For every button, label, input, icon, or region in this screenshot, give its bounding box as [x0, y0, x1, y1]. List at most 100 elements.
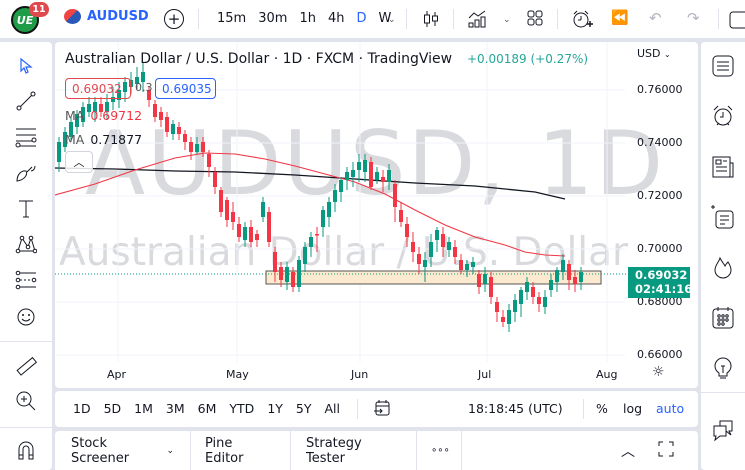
y-axis-label: 0.70000 — [637, 242, 683, 255]
y-axis-label: 0.68000 — [637, 295, 683, 308]
y-axis-label: 0.74000 — [637, 136, 683, 149]
range-bar: 1D 5D 1M 3M 6M YTD 1Y 5Y All 18:18:45 (U… — [55, 391, 698, 427]
data-window-icon[interactable] — [709, 203, 737, 231]
redo-icon[interactable]: ↷ — [687, 9, 700, 27]
replay-icon[interactable]: ⏪ — [611, 10, 629, 26]
emoji-icon[interactable] — [13, 304, 39, 330]
interval-1h[interactable]: 1h — [299, 11, 316, 26]
interval-d[interactable]: D — [356, 11, 367, 26]
divider — [0, 427, 52, 428]
range-1m[interactable]: 1M — [134, 401, 153, 416]
range-all[interactable]: All — [324, 401, 341, 416]
y-axis-label: 0.72000 — [637, 189, 683, 202]
right-sidebar — [701, 42, 745, 470]
interval-w[interactable]: W — [378, 11, 392, 26]
range-3m[interactable]: 3M — [165, 401, 185, 416]
ma-legend-slow[interactable]: MA 0.71877 — [65, 132, 142, 147]
price-change: +0.00189 (+0.27%) — [467, 52, 589, 66]
tab-label: Pine Editor — [205, 435, 244, 466]
interval-15m[interactable]: 15m — [217, 11, 247, 26]
range-1y[interactable]: 1Y — [267, 401, 283, 416]
y-axis-label: 0.66000 — [637, 348, 683, 361]
text-icon[interactable] — [13, 196, 39, 222]
range-ytd[interactable]: YTD — [229, 401, 255, 416]
chart-panel[interactable]: AUDUSD, 1D Australian Dollar / U.S. Doll… — [55, 42, 698, 388]
top-toolbar: UE 11 AUDUSD + 15m 30m 1h 4h D W ⌄ ⌄ ⏪ ↶… — [0, 0, 745, 38]
y-axis-label: 0.76000 — [637, 83, 683, 96]
alerts-icon[interactable] — [709, 102, 737, 130]
price-chart[interactable] — [55, 42, 698, 388]
tab-strategy-tester[interactable]: Strategy Tester — [291, 431, 417, 470]
tab-stock-screener[interactable]: Stock Screener ⌄ — [55, 431, 191, 470]
utc-clock[interactable]: 18:18:45 (UTC) — [468, 401, 563, 416]
chart-settings-icon[interactable]: ☼ — [652, 364, 665, 380]
watchlist-icon[interactable] — [709, 52, 737, 80]
go-to-date-icon[interactable] — [373, 399, 391, 421]
layouts-icon[interactable] — [526, 9, 544, 31]
more-tabs-button[interactable]: ∘∘∘ — [417, 431, 462, 470]
currency-selector[interactable]: USD ⌄ — [637, 47, 671, 60]
chevron-down-icon: ⌄ — [166, 445, 174, 456]
drawing-toolbar — [0, 42, 52, 470]
range-5d[interactable]: 5D — [103, 401, 122, 416]
sell-button[interactable]: 0.69032 — [65, 78, 131, 99]
undo-icon[interactable]: ↶ — [649, 9, 662, 27]
divider — [557, 9, 558, 29]
divider — [701, 392, 745, 393]
calendar-icon[interactable] — [709, 304, 737, 332]
flag-icon — [64, 9, 81, 24]
interval-dropdown-icon[interactable]: ⌄ — [388, 15, 396, 25]
brush-icon[interactable] — [13, 160, 39, 186]
last-price-label: 0.69032 02:41:16 — [628, 267, 693, 298]
range-1d[interactable]: 1D — [73, 401, 91, 416]
ma-value: 0.71877 — [90, 132, 143, 147]
percent-toggle[interactable]: % — [596, 401, 608, 416]
prediction-icon[interactable] — [13, 267, 39, 293]
symbol-search[interactable]: AUDUSD — [64, 9, 149, 24]
divider — [406, 9, 407, 29]
divider — [453, 9, 454, 29]
x-axis-label: Jun — [351, 368, 369, 381]
range-6m[interactable]: 6M — [197, 401, 217, 416]
tab-pine-editor[interactable]: Pine Editor — [191, 431, 291, 470]
chevron-up-icon: ︿ — [73, 156, 85, 169]
log-toggle[interactable]: log — [623, 401, 643, 416]
x-axis-label: Aug — [596, 368, 618, 381]
fib-retracement-icon[interactable] — [13, 124, 39, 150]
candle-style-icon[interactable] — [422, 9, 440, 33]
ma-value: 0.69712 — [90, 108, 143, 123]
watermark-name: Australian Dollar / U.S. Dollar — [59, 230, 629, 275]
interval-4h[interactable]: 4h — [327, 11, 345, 26]
collapse-legend-button[interactable]: ︿ — [65, 151, 93, 173]
bar-countdown: 02:41:16 — [635, 282, 693, 296]
last-price: 0.69032 — [635, 268, 688, 282]
interval-30m[interactable]: 30m — [258, 11, 288, 26]
zoom-in-icon[interactable] — [13, 388, 39, 414]
auto-toggle[interactable]: auto — [656, 401, 685, 416]
news-icon[interactable] — [709, 153, 737, 181]
maximize-icon[interactable] — [658, 441, 674, 461]
trend-line-icon[interactable] — [13, 88, 39, 114]
watermark-symbol: AUDUSD, 1D — [85, 112, 666, 215]
magnet-icon[interactable] — [13, 437, 39, 463]
ruler-icon[interactable] — [13, 354, 39, 380]
ma-label: MA — [65, 108, 85, 123]
spread-value: 0.3 — [135, 81, 153, 94]
divider — [718, 9, 719, 29]
indicators-icon[interactable] — [467, 9, 489, 33]
range-5y[interactable]: 5Y — [295, 401, 312, 416]
alert-icon[interactable] — [571, 9, 593, 35]
plus-icon: + — [167, 9, 181, 28]
pattern-icon[interactable] — [13, 231, 39, 257]
hotlist-icon[interactable] — [709, 254, 737, 282]
ma-legend-fast[interactable]: MA 0.69712 — [65, 108, 142, 123]
cursor-icon[interactable] — [13, 53, 39, 79]
x-axis-label: May — [226, 368, 249, 381]
ideas-icon[interactable] — [709, 354, 737, 382]
buy-button[interactable]: 0.69035 — [155, 78, 216, 99]
layout-box-icon[interactable] — [729, 11, 745, 33]
add-symbol-button[interactable]: + — [164, 9, 184, 29]
chat-icon[interactable] — [709, 416, 737, 444]
chevron-up-icon[interactable]: ︿ — [621, 444, 635, 460]
indicators-dropdown-icon[interactable]: ⌄ — [503, 15, 511, 25]
